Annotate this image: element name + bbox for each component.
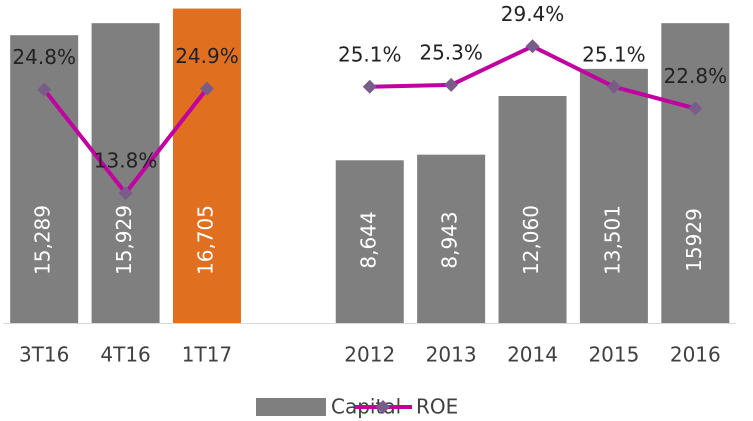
line-value-label: 25.1% bbox=[338, 42, 402, 66]
roe-marker bbox=[688, 101, 703, 116]
x-tick-label: 4T16 bbox=[100, 343, 150, 367]
bar bbox=[417, 154, 486, 323]
bar bbox=[579, 68, 648, 324]
roe-marker bbox=[525, 39, 540, 54]
line-value-label: 25.3% bbox=[419, 40, 483, 64]
legend-label: ROE bbox=[416, 395, 458, 419]
bar-value-label: 13,501 bbox=[600, 205, 624, 275]
legend-marker bbox=[376, 400, 390, 414]
x-tick-label: 2014 bbox=[507, 343, 558, 367]
roe-marker bbox=[606, 79, 621, 94]
line-value-label: 29.4% bbox=[501, 2, 565, 26]
bar bbox=[10, 35, 79, 323]
bar bbox=[172, 8, 241, 323]
legend-swatch bbox=[256, 398, 326, 416]
bar-value-label: 15929 bbox=[682, 208, 706, 272]
bar bbox=[91, 23, 160, 323]
x-tick-label: 2013 bbox=[426, 343, 477, 367]
x-tick-label: 2012 bbox=[344, 343, 395, 367]
bar bbox=[498, 95, 567, 323]
bar-value-label: 15,289 bbox=[31, 205, 55, 275]
x-tick-label: 2015 bbox=[588, 343, 639, 367]
roe-marker bbox=[118, 186, 133, 201]
line-value-label: 24.8% bbox=[12, 45, 76, 69]
bar bbox=[661, 23, 730, 323]
bar-value-label: 8,943 bbox=[438, 211, 462, 268]
x-tick-label: 3T16 bbox=[19, 343, 69, 367]
roe-marker bbox=[444, 77, 459, 92]
bar-value-label: 16,705 bbox=[193, 205, 217, 275]
line-value-label: 22.8% bbox=[664, 64, 728, 88]
bar-value-label: 12,060 bbox=[519, 205, 543, 275]
bar-value-label: 8,644 bbox=[356, 211, 380, 268]
x-tick-label: 2016 bbox=[670, 343, 721, 367]
line-value-label: 25.1% bbox=[582, 42, 646, 66]
line-value-label: 24.9% bbox=[175, 44, 239, 68]
roe-marker bbox=[37, 82, 52, 97]
x-tick-label: 1T17 bbox=[182, 343, 232, 367]
roe-marker bbox=[362, 79, 377, 94]
bar bbox=[335, 160, 404, 323]
line-value-label: 13.8% bbox=[94, 149, 158, 173]
roe-marker bbox=[199, 81, 214, 96]
bar-value-label: 15,929 bbox=[112, 205, 136, 275]
